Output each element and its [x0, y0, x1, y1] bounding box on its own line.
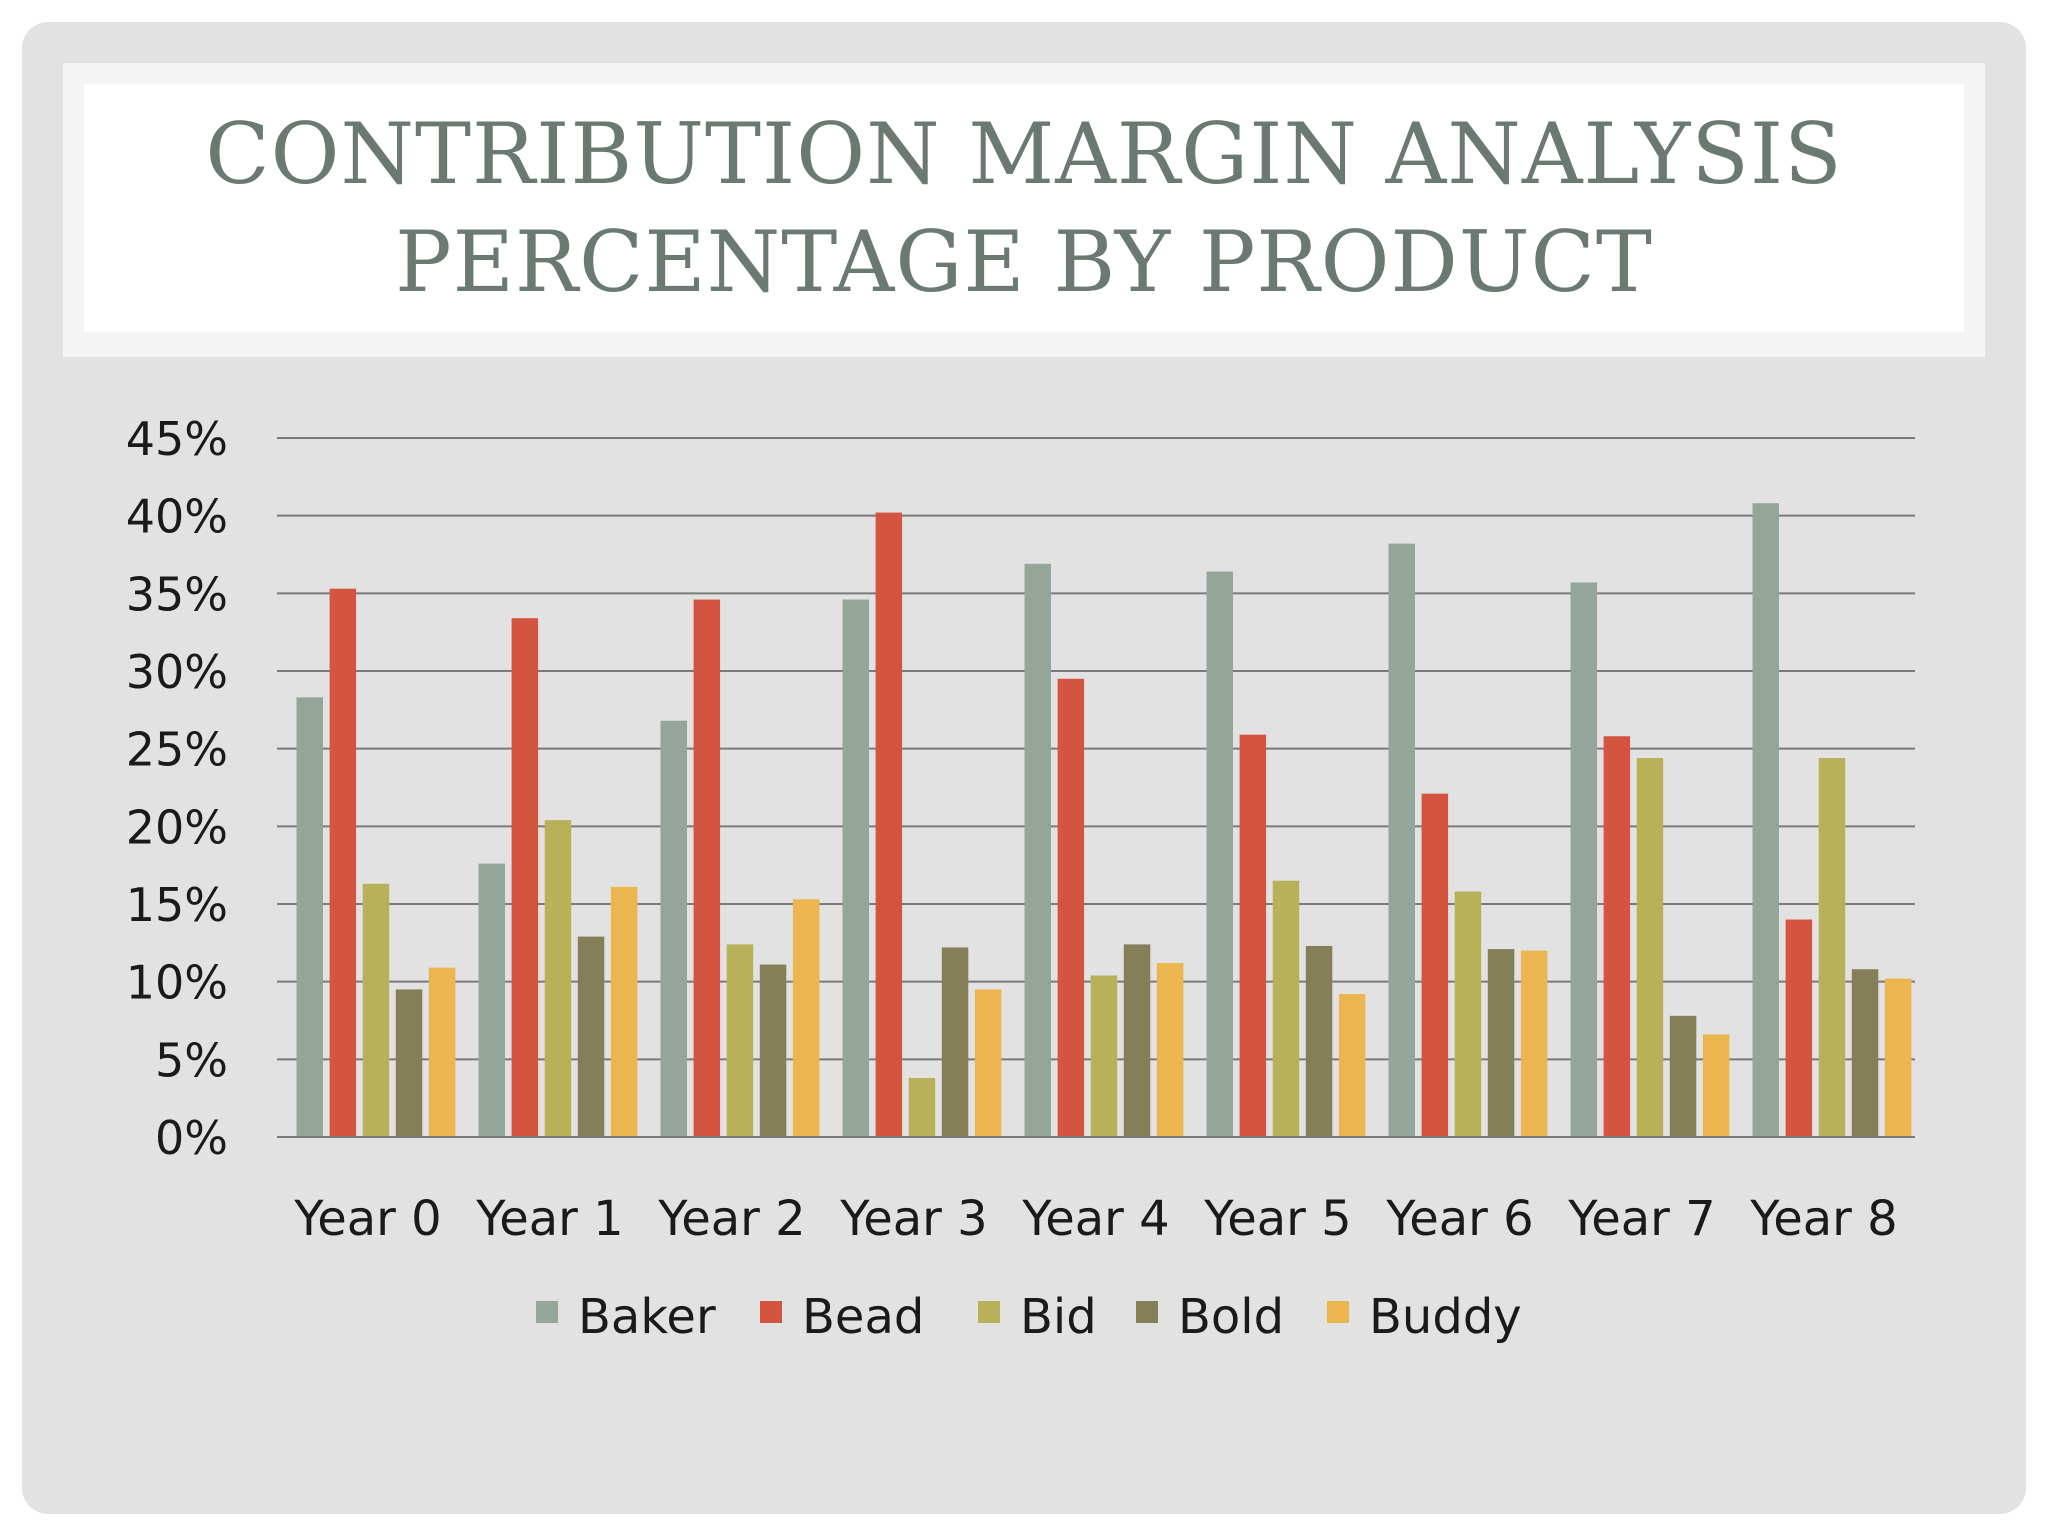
bar-bid-year-2: [726, 944, 754, 1137]
y-tick-label: 45%: [126, 412, 228, 466]
y-tick-label: 35%: [126, 567, 228, 621]
x-tick-label: Year 7: [1567, 1191, 1715, 1247]
legend-item-buddy: Buddy: [1327, 1289, 1522, 1345]
legend-label: Bid: [1020, 1289, 1097, 1345]
bar-bid-year-1: [544, 820, 572, 1137]
legend-label: Bead: [802, 1289, 924, 1345]
bar-bid-year-5: [1272, 880, 1300, 1137]
bar-baker-year-6: [1388, 543, 1415, 1137]
bar-bid-year-8: [1818, 757, 1846, 1137]
legend-swatch-bold: [1136, 1301, 1158, 1323]
x-tick-label: Year 4: [1021, 1191, 1169, 1247]
bar-buddy-year-6: [1520, 950, 1548, 1137]
y-tick-label: 40%: [126, 490, 228, 544]
legend-label: Buddy: [1369, 1289, 1522, 1345]
y-tick-label: 10%: [126, 956, 228, 1010]
bar-buddy-year-2: [792, 899, 820, 1137]
legend: Baker Bead Bid Bold Buddy: [536, 1289, 1522, 1345]
bar-bead-year-4: [1057, 678, 1085, 1137]
bar-buddy-year-7: [1702, 1034, 1730, 1137]
bar-bold-year-7: [1669, 1015, 1697, 1137]
slide-title: CONTRIBUTION MARGIN ANALYSIS PERCENTAGE …: [205, 100, 1842, 316]
bar-bold-year-3: [941, 947, 969, 1137]
legend-item-baker: Baker: [536, 1289, 716, 1345]
y-tick-label: 20%: [126, 800, 228, 854]
bar-baker-year-5: [1206, 571, 1233, 1137]
slide-title-line-1: CONTRIBUTION MARGIN ANALYSIS: [205, 105, 1843, 203]
x-tick-label: Year 8: [1749, 1191, 1897, 1247]
x-axis-ticks: Year 0 Year 1 Year 2 Year 3 Year 4 Year 5 Year…: [293, 1191, 1897, 1247]
x-tick-label: Year 2: [657, 1191, 805, 1247]
bar-bead-year-6: [1421, 793, 1449, 1137]
legend-label: Bold: [1178, 1289, 1284, 1345]
bars: [277, 503, 1915, 1138]
bar-bid-year-7: [1636, 757, 1664, 1137]
bar-bead-year-7: [1603, 736, 1631, 1137]
bar-bid-year-4: [1090, 975, 1118, 1137]
bar-bead-year-2: [693, 599, 721, 1137]
legend-swatch-bead: [760, 1301, 782, 1323]
bar-bold-year-5: [1305, 945, 1333, 1137]
y-tick-label: 0%: [155, 1111, 228, 1165]
bar-bead-year-3: [875, 512, 903, 1137]
bar-bold-year-4: [1123, 944, 1151, 1137]
bar-bold-year-1: [577, 936, 605, 1137]
y-tick-label: 25%: [126, 723, 228, 777]
bar-bold-year-2: [759, 964, 787, 1137]
x-tick-label: Year 0: [293, 1191, 441, 1247]
legend-label: Baker: [578, 1289, 716, 1345]
bar-baker-year-1: [478, 863, 505, 1137]
title-band: CONTRIBUTION MARGIN ANALYSIS PERCENTAGE …: [63, 63, 1985, 357]
bar-bold-year-0: [395, 989, 423, 1137]
legend-swatch-baker: [536, 1301, 558, 1323]
bar-bid-year-3: [908, 1077, 936, 1137]
bar-baker-year-2: [660, 720, 687, 1137]
bar-buddy-year-0: [428, 967, 456, 1137]
y-axis-ticks: 0% 5% 10% 15% 20% 25% 30% 35% 40% 45%: [126, 412, 228, 1165]
y-tick-label: 5%: [155, 1033, 228, 1087]
y-tick-label: 30%: [126, 645, 228, 699]
title-box: CONTRIBUTION MARGIN ANALYSIS PERCENTAGE …: [84, 84, 1964, 332]
bar-bid-year-0: [362, 883, 390, 1137]
bar-buddy-year-1: [610, 886, 638, 1137]
bar-bold-year-8: [1851, 969, 1879, 1137]
bar-baker-year-3: [842, 599, 869, 1137]
bar-buddy-year-3: [974, 989, 1002, 1137]
bar-bead-year-8: [1785, 919, 1813, 1137]
x-tick-label: Year 3: [839, 1191, 987, 1247]
bar-bead-year-0: [329, 588, 357, 1137]
slide-background: CONTRIBUTION MARGIN ANALYSIS PERCENTAGE …: [22, 22, 2026, 1514]
bar-bid-year-6: [1454, 891, 1482, 1137]
legend-item-bold: Bold: [1136, 1289, 1284, 1345]
bar-bead-year-5: [1239, 734, 1267, 1137]
bar-baker-year-0: [296, 697, 323, 1137]
bar-bead-year-1: [511, 618, 539, 1137]
x-tick-label: Year 5: [1203, 1191, 1351, 1247]
x-tick-label: Year 1: [475, 1191, 623, 1247]
legend-item-bid: Bid: [978, 1289, 1097, 1345]
x-tick-label: Year 6: [1385, 1191, 1533, 1247]
bar-buddy-year-8: [1884, 978, 1912, 1137]
bar-baker-year-7: [1570, 582, 1597, 1137]
slide-title-line-2: PERCENTAGE BY PRODUCT: [395, 213, 1653, 311]
legend-swatch-bid: [978, 1301, 1000, 1323]
y-tick-label: 15%: [126, 878, 228, 932]
legend-swatch-buddy: [1327, 1301, 1349, 1323]
bar-buddy-year-5: [1338, 994, 1366, 1137]
legend-item-bead: Bead: [760, 1289, 924, 1345]
bar-baker-year-4: [1024, 563, 1051, 1137]
bar-baker-year-8: [1752, 503, 1779, 1137]
bar-buddy-year-4: [1156, 963, 1184, 1137]
bar-bold-year-6: [1487, 949, 1515, 1137]
